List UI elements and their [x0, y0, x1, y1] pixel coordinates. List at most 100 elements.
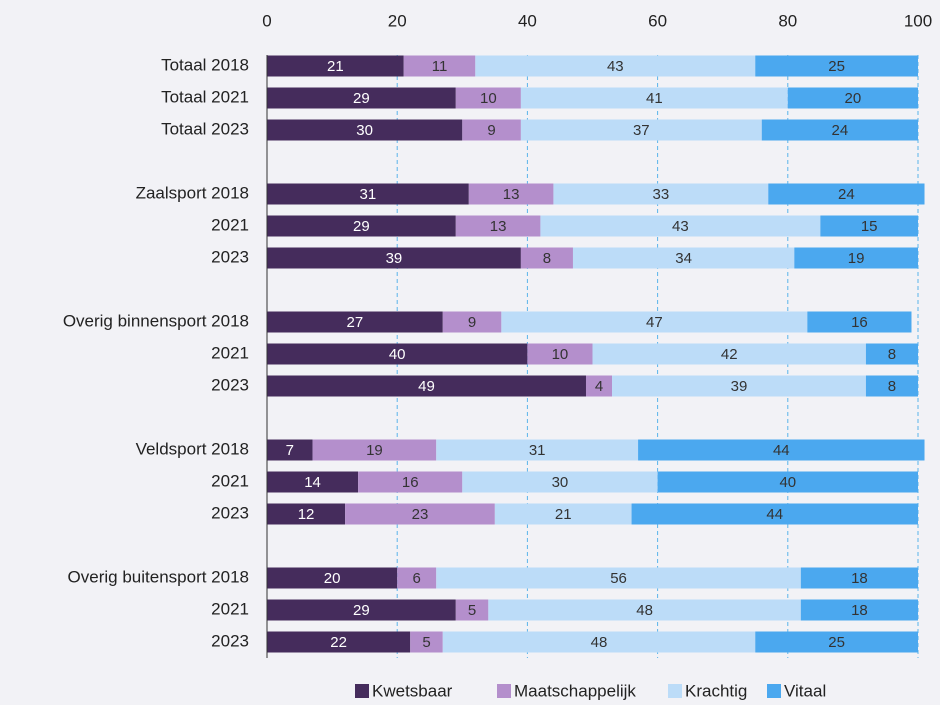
bar-segment	[540, 215, 821, 237]
bar-segment	[520, 247, 573, 269]
y-tick-label: 2023	[211, 375, 249, 394]
data-label: 47	[646, 314, 663, 331]
bar-segment	[794, 247, 918, 269]
data-label: 18	[851, 602, 868, 619]
y-tick-label: Totaal 2018	[161, 55, 249, 74]
data-label: 15	[861, 218, 878, 235]
bar-segment	[468, 183, 554, 205]
bar-segment	[494, 503, 632, 525]
data-label: 16	[851, 314, 868, 331]
data-label: 43	[607, 58, 624, 75]
data-label: 49	[418, 378, 435, 395]
data-label: 44	[773, 442, 790, 459]
data-label: 24	[838, 186, 855, 203]
bar-segment	[455, 87, 521, 109]
data-label: 24	[832, 122, 849, 139]
bar-segment	[397, 567, 437, 589]
bar-segment	[807, 311, 912, 333]
x-tick-label: 20	[388, 11, 407, 30]
data-label: 30	[356, 122, 373, 139]
bar-segment	[755, 631, 918, 653]
data-label: 21	[327, 58, 344, 75]
data-label: 8	[543, 250, 551, 267]
bar-segment	[592, 343, 866, 365]
data-label: 25	[828, 58, 845, 75]
data-label: 42	[721, 346, 738, 363]
data-label: 20	[845, 90, 862, 107]
bar-segment	[820, 215, 918, 237]
bar-segment	[267, 119, 463, 141]
bar-segment	[267, 247, 521, 269]
bar-segment	[403, 55, 476, 77]
legend-swatch	[668, 684, 682, 698]
data-label: 4	[595, 378, 603, 395]
legend-label: Kwetsbaar	[372, 681, 453, 700]
data-label: 8	[888, 346, 896, 363]
bar-segment	[768, 183, 925, 205]
data-label: 48	[636, 602, 653, 619]
bar-segment	[345, 503, 495, 525]
data-label: 27	[347, 314, 364, 331]
data-label: 29	[353, 218, 370, 235]
bar-segment	[572, 247, 795, 269]
y-tick-label: 2021	[211, 343, 249, 362]
legend-swatch	[355, 684, 369, 698]
bar-segment	[267, 439, 313, 461]
data-label: 31	[529, 442, 546, 459]
y-tick-label: Overig buitensport 2018	[68, 567, 249, 586]
data-label: 22	[330, 634, 347, 651]
bar-segment	[267, 631, 411, 653]
bar-segment	[267, 183, 469, 205]
data-label: 9	[487, 122, 495, 139]
bar-segment	[865, 343, 918, 365]
x-tick-label: 0	[262, 11, 271, 30]
bar-segment	[787, 87, 918, 109]
data-label: 10	[480, 90, 497, 107]
bar-segment	[267, 375, 586, 397]
data-label: 41	[646, 90, 663, 107]
bar-segment	[865, 375, 918, 397]
bar-segment	[455, 599, 489, 621]
bar-segment	[755, 55, 918, 77]
data-label: 11	[432, 58, 448, 75]
y-tick-label: Overig binnensport 2018	[63, 311, 249, 330]
y-tick-label: 2021	[211, 215, 249, 234]
data-label: 30	[552, 474, 569, 491]
bar-segment	[442, 631, 756, 653]
data-label: 44	[766, 506, 783, 523]
data-label: 21	[555, 506, 572, 523]
y-tick-label: Totaal 2023	[161, 119, 249, 138]
bar-segment	[267, 599, 456, 621]
bar-segment	[488, 599, 801, 621]
data-label: 5	[422, 634, 430, 651]
data-label: 6	[413, 570, 421, 587]
bar-segment	[761, 119, 918, 141]
data-label: 19	[366, 442, 383, 459]
bar-segment	[267, 311, 443, 333]
data-label: 12	[298, 506, 315, 523]
y-tick-label: 2021	[211, 599, 249, 618]
bar-segment	[612, 375, 866, 397]
data-label: 40	[389, 346, 406, 363]
bar-segment	[442, 311, 502, 333]
data-label: 7	[286, 442, 294, 459]
legend-swatch	[767, 684, 781, 698]
bar-segment	[800, 567, 918, 589]
data-label: 20	[324, 570, 341, 587]
data-label: 39	[386, 250, 403, 267]
data-label: 9	[468, 314, 476, 331]
bar-segment	[553, 183, 769, 205]
x-tick-label: 40	[518, 11, 537, 30]
data-label: 8	[888, 378, 896, 395]
data-label: 10	[552, 346, 569, 363]
data-label: 31	[360, 186, 377, 203]
bar-segment	[638, 439, 925, 461]
bar-segment	[527, 343, 593, 365]
bar-segment	[267, 87, 456, 109]
bar-segment	[436, 439, 639, 461]
data-label: 23	[412, 506, 429, 523]
bar-segment	[312, 439, 437, 461]
data-label: 29	[353, 90, 370, 107]
legend-label: Maatschappelijk	[514, 681, 636, 700]
data-label: 43	[672, 218, 689, 235]
